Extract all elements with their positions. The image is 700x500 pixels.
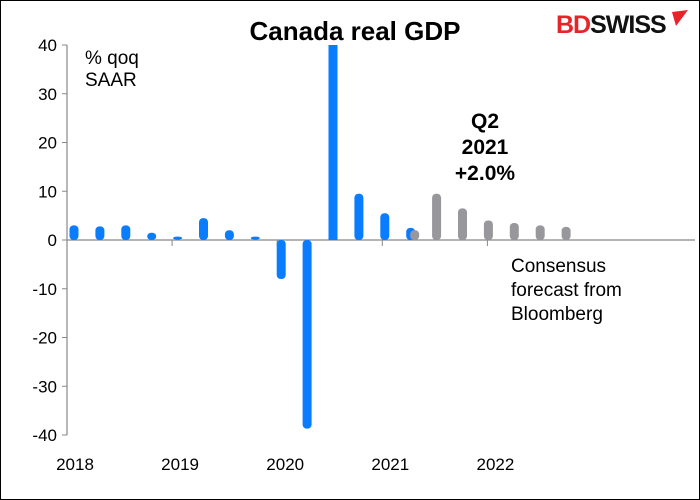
bar-actual-2018-Q1	[69, 225, 79, 240]
bar-forecast-2021-Q3	[432, 193, 442, 240]
logo-text: BDSWISS	[556, 11, 666, 39]
y-tick-label: 0	[48, 231, 57, 250]
bar-forecast-2021-Q2	[410, 230, 420, 240]
forecast-note-line3: Bloomberg	[511, 304, 603, 325]
bar-forecast-2022-Q2	[509, 222, 519, 240]
bar-actual-2019-Q1	[173, 236, 183, 240]
bar-actual-2018-Q3	[121, 225, 131, 240]
bar-actual-2020-Q4	[354, 193, 364, 240]
bar-actual-2019-Q2	[199, 218, 208, 240]
y-tick-label: 10	[38, 182, 57, 201]
bar-actual-2019-Q4	[250, 236, 260, 240]
forecast-note-line2: forecast from	[511, 280, 622, 301]
y-tick-label: -10	[32, 280, 57, 299]
y-tick-label: -40	[32, 426, 57, 445]
bar-actual-2021-Q1	[380, 213, 390, 240]
y-tick-label: -30	[32, 377, 57, 396]
forecast-note-line1: Consensus	[511, 256, 606, 277]
x-tick-label: 2019	[161, 455, 199, 474]
bars	[69, 45, 571, 429]
y-tick-label: 40	[38, 36, 57, 55]
y-unit-line1: % qoq	[85, 48, 139, 69]
x-tick-label: 2022	[476, 455, 514, 474]
annotation-quarter: Q2	[471, 110, 499, 133]
bar-actual-2019-Q3	[224, 230, 234, 240]
bar-forecast-2022-Q1	[483, 220, 493, 240]
bar-actual-2018-Q4	[147, 232, 157, 240]
chart-title: Canada real GDP	[250, 16, 461, 46]
y-tick-label: 20	[38, 134, 57, 153]
x-tick-label: 2018	[56, 455, 94, 474]
bar-actual-2020-Q3	[328, 45, 338, 240]
y-unit-line2: SAAR	[85, 70, 137, 91]
y-axis: 40 30 20 10 0 -10 -20 -30 -40	[32, 36, 68, 445]
bar-actual-2020-Q2	[302, 240, 312, 429]
y-tick-label: 30	[38, 85, 57, 104]
annotation-value: +2.0%	[455, 162, 515, 185]
x-axis: 2018 2019 2020 2021 2022	[56, 239, 695, 474]
x-tick-label: 2021	[371, 455, 409, 474]
bdswiss-logo: BDSWISS	[556, 10, 688, 39]
forecast-note: Consensus forecast from Bloomberg	[511, 256, 622, 325]
annotation-year: 2021	[462, 136, 509, 159]
bar-actual-2018-Q2	[95, 226, 105, 240]
x-tick-label: 2020	[266, 455, 304, 474]
y-tick-label: -20	[32, 329, 57, 348]
bar-forecast-2022-Q3	[535, 225, 545, 240]
bar-forecast-2022-Q4	[561, 226, 571, 240]
highlight-annotation: Q2 2021 +2.0%	[455, 110, 515, 185]
logo-arrow-icon	[672, 10, 688, 26]
bar-forecast-2021-Q4	[458, 208, 467, 240]
bar-actual-2020-Q1	[276, 240, 286, 279]
